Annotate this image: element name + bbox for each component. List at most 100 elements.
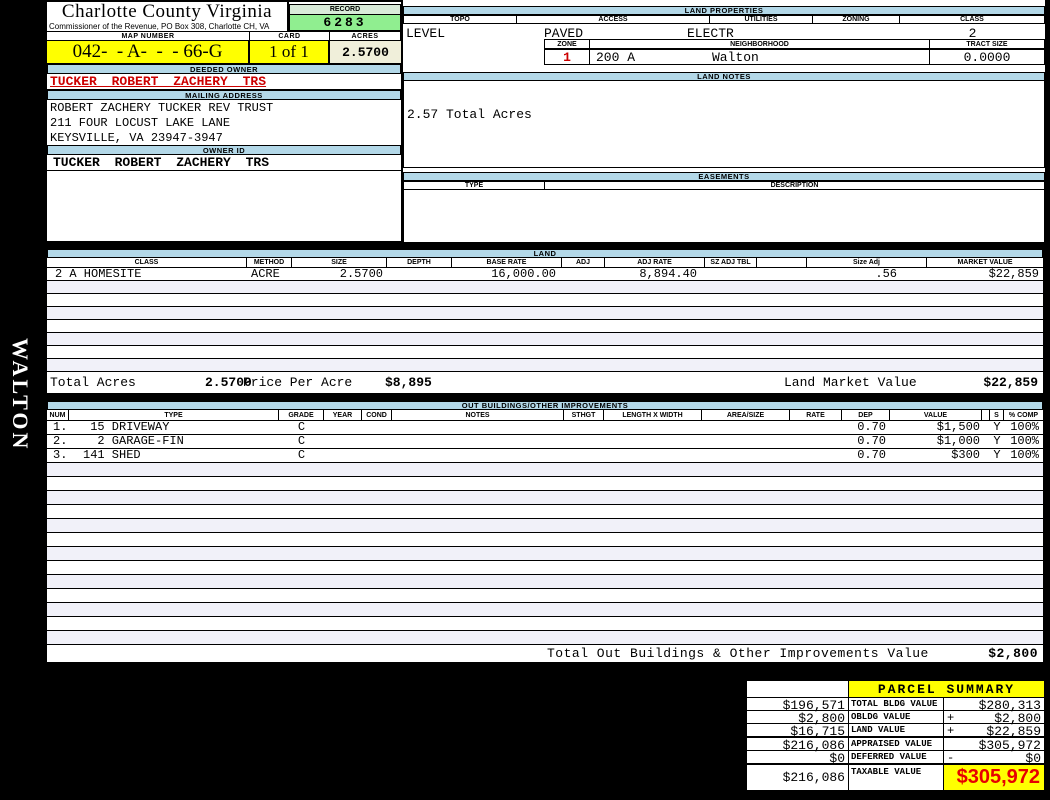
empty-row — [47, 575, 1043, 589]
class-column-header: CLASS — [900, 15, 1045, 24]
land-notes-header: LAND NOTES — [403, 72, 1045, 81]
ob-col-rate: RATE — [790, 410, 842, 421]
ob-col-pct-comp: % COMP — [1004, 410, 1043, 421]
land-cell-class: 2 A HOMESITE — [55, 267, 142, 281]
county-title: Charlotte County Virginia — [61, 1, 273, 22]
land-properties-header: LAND PROPERTIES — [403, 6, 1045, 15]
total-acres-label: Total Acres — [50, 375, 136, 390]
empty-row — [47, 631, 1043, 645]
ob-cell-num: 3. — [53, 448, 68, 462]
summary-right-value: $305,972 — [978, 738, 1041, 753]
land-properties-panel: LAND PROPERTIES TOPO ACCESS UTILITIES ZO… — [403, 0, 1045, 243]
land-table: LAND CLASS METHOD SIZE DEPTH BASE RATE A… — [45, 247, 1045, 395]
empty-row — [47, 333, 1043, 346]
summary-row: $0 DEFERRED VALUE - $0 — [747, 750, 1044, 766]
easements-empty-area — [403, 190, 1045, 243]
plus-sign: + — [947, 711, 955, 725]
map-number-label: MAP NUMBER — [47, 31, 250, 41]
land-cell-size-adj: .56 — [875, 267, 897, 281]
ob-col-dep: DEP — [842, 410, 890, 421]
ob-cell-value: $1,500 — [936, 420, 980, 434]
deeded-owner-value: TUCKER ROBERT ZACHERY TRS — [50, 73, 267, 89]
ob-cell-pct-comp: 100% — [1010, 434, 1039, 448]
ob-cell-value: $300 — [951, 448, 980, 462]
card-label: CARD — [250, 31, 330, 41]
summary-left-value: $216,086 — [747, 738, 849, 753]
tract-size-column-header: TRACT SIZE — [930, 39, 1045, 49]
outbuildings-row: 1. 15 DRIVEWAY C 0.70 $1,500 Y 100% — [47, 421, 1043, 435]
easements-header: EASEMENTS — [403, 172, 1045, 181]
neighborhood-vertical-label: WALTON — [8, 338, 33, 452]
deeded-owner-header: DEEDED OWNER — [47, 64, 401, 74]
land-col-sz-adj-tbl: SZ ADJ TBL — [705, 258, 757, 268]
empty-row — [47, 294, 1043, 307]
summary-right-value: + $22,859 — [947, 724, 1041, 739]
topo-column-header: TOPO — [403, 15, 517, 24]
acres-label: ACRES — [330, 31, 401, 41]
land-col-adj-rate: ADJ RATE — [605, 258, 705, 268]
access-value: PAVED — [544, 26, 584, 41]
empty-row — [47, 281, 1043, 294]
ob-col-spacer — [982, 410, 990, 421]
ob-cell-pct-comp: 100% — [1010, 448, 1039, 462]
empty-row — [47, 307, 1043, 320]
ob-cell-type: 2 GARAGE-FIN — [83, 434, 184, 448]
land-market-value: $22,859 — [983, 375, 1038, 390]
owner-id-value: TUCKER ROBERT ZACHERY TRS — [53, 154, 270, 170]
land-cell-base-rate: 16,000.00 — [491, 267, 556, 281]
ob-cell-s: Y — [993, 434, 1001, 448]
summary-left-value: $0 — [747, 751, 849, 766]
ob-cell-dep: 0.70 — [857, 434, 886, 448]
summary-row: $16,715 LAND VALUE + $22,859 — [747, 723, 1044, 739]
summary-label: DEFERRED VALUE — [849, 751, 944, 763]
ob-cell-s: Y — [993, 420, 1001, 434]
land-market-value-label: Land Market Value — [784, 375, 917, 390]
taxable-left-value: $216,086 — [747, 765, 849, 790]
ob-col-sthgt: STHGT — [564, 410, 604, 421]
land-totals-row: Total Acres 2.5700 Price Per Acre $8,895… — [47, 372, 1043, 393]
summary-row: $2,800 OBLDG VALUE + $2,800 — [747, 710, 1044, 726]
class-value: 2 — [968, 26, 977, 41]
empty-row — [47, 320, 1043, 333]
address-line: ROBERT ZACHERY TUCKER REV TRUST — [50, 101, 274, 115]
zone-value: 1 — [544, 49, 590, 65]
ob-col-notes: NOTES — [392, 410, 564, 421]
outbuildings-row: 2. 2 GARAGE-FIN C 0.70 $1,000 Y 100% — [47, 435, 1043, 449]
minus-sign: - — [947, 751, 955, 765]
land-col-market-value: MARKET VALUE — [927, 258, 1043, 268]
utilities-value: ELECTR — [687, 26, 734, 41]
price-per-acre-value: $8,895 — [385, 375, 432, 390]
land-note-text: 2.57 Total Acres — [407, 107, 532, 122]
record-label: RECORD — [289, 4, 401, 15]
empty-row — [47, 477, 1043, 491]
outbuildings-row: 3. 141 SHED C 0.70 $300 Y 100% — [47, 449, 1043, 463]
ob-col-length-width: LENGTH X WIDTH — [604, 410, 702, 421]
summary-left-value: $16,715 — [747, 724, 849, 739]
plus-sign: + — [947, 724, 955, 738]
empty-row — [47, 463, 1043, 477]
summary-row: $196,571 TOTAL BLDG VALUE $280,313 — [747, 697, 1044, 713]
total-acres-value: 2.5700 — [205, 375, 252, 390]
zoning-column-header: ZONING — [813, 15, 900, 24]
empty-row — [47, 603, 1043, 617]
land-row: 2 A HOMESITE ACRE 2.5700 16,000.00 8,894… — [47, 268, 1043, 281]
topo-value: LEVEL — [406, 26, 446, 41]
empty-row — [47, 519, 1043, 533]
land-cell-market-value: $22,859 — [988, 267, 1039, 281]
land-col-spacer — [757, 258, 807, 268]
easement-description-column-header: DESCRIPTION — [545, 181, 1045, 190]
summary-blank-cell — [747, 681, 849, 697]
ob-cell-type: 15 DRIVEWAY — [83, 420, 170, 434]
record-value: 6283 — [289, 15, 401, 31]
land-col-base-rate: BASE RATE — [452, 258, 562, 268]
summary-left-value: $196,571 — [747, 698, 849, 713]
outbuildings-total-row: Total Out Buildings & Other Improvements… — [47, 645, 1043, 662]
taxable-label: TAXABLE VALUE — [849, 765, 944, 790]
land-col-class: CLASS — [47, 258, 247, 268]
commissioner-line: Commissioner of the Revenue, PO Box 308,… — [49, 22, 270, 31]
empty-row — [47, 491, 1043, 505]
mailing-address-header: MAILING ADDRESS — [47, 90, 401, 100]
zone-column-header: ZONE — [544, 39, 590, 49]
ob-cell-grade: C — [297, 448, 306, 462]
ob-col-s: S — [990, 410, 1004, 421]
